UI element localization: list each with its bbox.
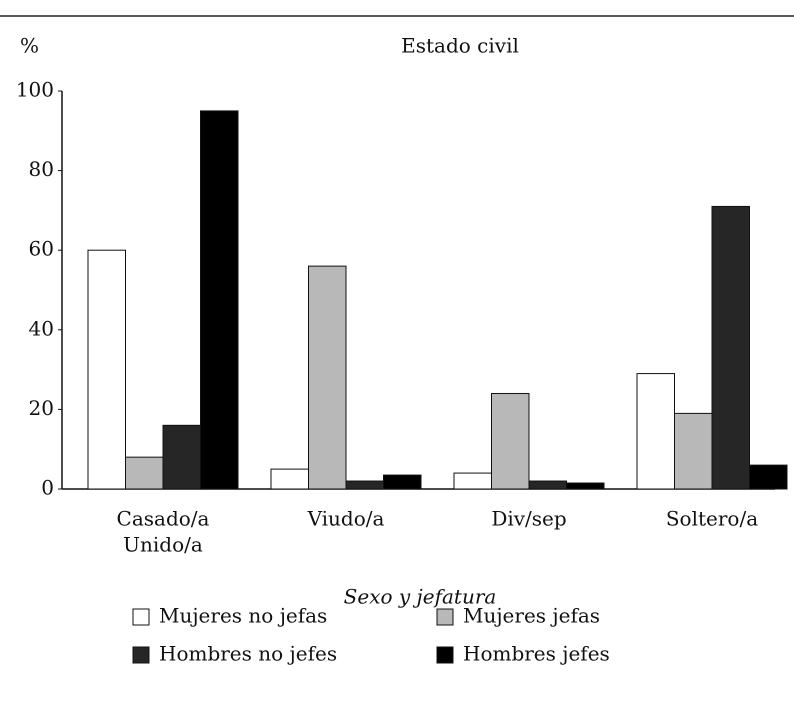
y-tick-label: 100 [16,78,54,102]
y-axis-label: % [20,34,39,58]
x-tick-label: Unido/a [123,533,203,557]
legend-swatch [132,646,150,664]
legend-label: Hombres no jefes [159,642,337,666]
bar [453,472,492,490]
legend-swatch [436,608,454,626]
y-tick-label: 0 [41,476,54,500]
bar [162,424,201,490]
bar [87,249,126,490]
bar [200,110,239,490]
y-tick-label: 20 [29,396,54,420]
legend-swatch [132,608,150,626]
bar [674,412,713,490]
bar [566,482,605,490]
bar [528,480,567,490]
legend-label: Mujeres no jefas [159,604,327,628]
legend-label: Hombres jefes [463,642,610,666]
bar [636,373,675,490]
x-tick-label: Casado/a [117,507,210,531]
y-tick-label: 80 [29,157,54,181]
legend-label: Mujeres jefas [463,604,600,628]
y-tick-label: 60 [29,237,54,261]
y-tick-label: 40 [29,316,54,340]
bar [308,265,347,490]
bar [749,464,788,490]
chart-title: Estado civil [401,34,519,58]
bar [711,205,750,490]
bar [491,392,530,490]
bar [125,456,164,490]
bar [383,474,422,490]
x-tick-label: Soltero/a [666,507,758,531]
bar [270,468,309,490]
legend-swatch [436,646,454,664]
legend-title: Sexo y jefatura [344,585,497,609]
x-tick-label: Div/sep [491,507,566,531]
x-tick-label: Viudo/a [307,507,385,531]
bar [345,480,384,490]
